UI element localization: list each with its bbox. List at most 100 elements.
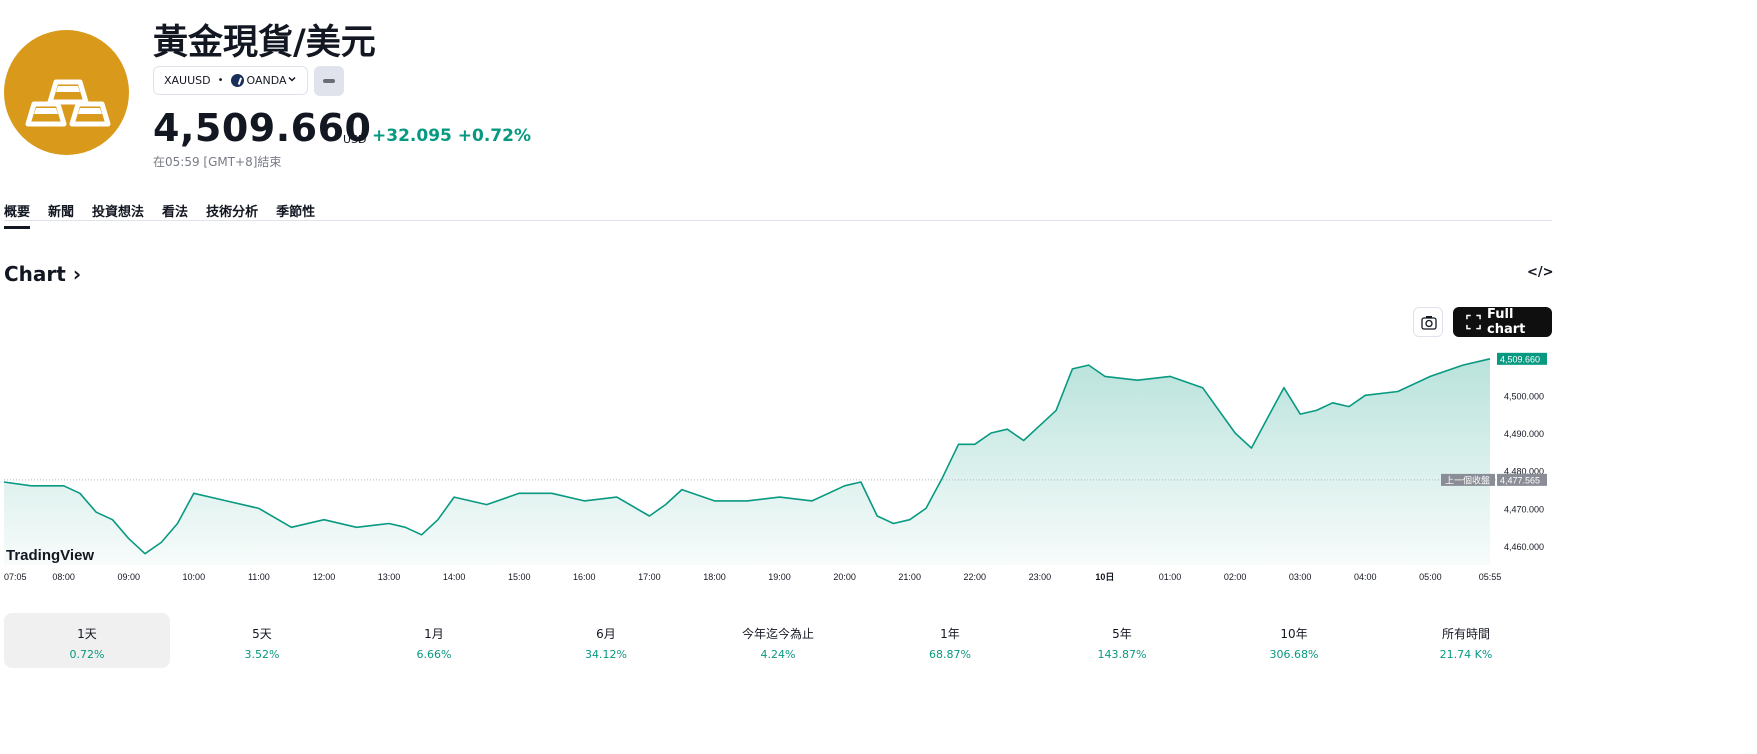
x-tick-label: 20:00 xyxy=(833,572,856,582)
period-label: 1月 xyxy=(424,627,444,641)
tab-bar: 概要 新聞 投資想法 看法 技術分析 季節性 xyxy=(4,201,315,229)
period-label: 今年迄今為止 xyxy=(741,627,814,641)
x-tick-label: 22:00 xyxy=(964,572,987,582)
period-value: 0.72% xyxy=(69,648,105,661)
screenshot-button[interactable] xyxy=(1413,307,1443,337)
y-tick-label: 4,480.000 xyxy=(1504,467,1544,477)
y-tick-label: 4,490.000 xyxy=(1504,429,1544,439)
period-value: 6.66% xyxy=(416,648,452,661)
market-close-note: 在05:59 [GMT+8]結束 xyxy=(153,155,282,169)
y-tick-label: 4,460.000 xyxy=(1504,542,1544,552)
last-price: 4,509.660 xyxy=(153,106,372,150)
x-tick-label: 18:00 xyxy=(703,572,726,582)
period-all[interactable]: 所有時間 21.74 K% xyxy=(1380,613,1552,668)
last-price-badge xyxy=(1497,352,1547,365)
x-tick-label: 10:00 xyxy=(183,572,206,582)
period-label: 1天 xyxy=(77,627,97,641)
x-tick-label: 07:05 xyxy=(4,572,27,582)
x-tick-label: 09:00 xyxy=(117,572,140,582)
previous-close-value-badge xyxy=(1497,473,1547,486)
period-label: 5年 xyxy=(1112,627,1132,641)
price-currency: USD xyxy=(343,133,367,146)
period-label: 1年 xyxy=(940,627,960,641)
x-tick-label: 17:00 xyxy=(638,572,661,582)
fullscreen-icon xyxy=(1466,314,1481,330)
x-tick-label: 01:00 xyxy=(1159,572,1182,582)
x-tick-label: 13:00 xyxy=(378,572,401,582)
period-value: 4.24% xyxy=(760,648,796,661)
period-value: 68.87% xyxy=(929,648,971,661)
y-tick-label: 4,470.000 xyxy=(1504,504,1544,514)
period-value: 21.74 K% xyxy=(1439,648,1493,661)
tab-overview[interactable]: 概要 xyxy=(4,201,31,229)
period-5y[interactable]: 5年 143.87% xyxy=(1036,613,1208,668)
previous-close-value: 4,477.565 xyxy=(1500,475,1540,485)
price-chart[interactable]: 4,460.000 4,470.000 4,480.000 4,490.000 4,50… xyxy=(0,340,1557,600)
price-area-fill xyxy=(4,358,1490,565)
period-label: 5天 xyxy=(252,627,272,641)
remove-watchlist-button[interactable] xyxy=(314,66,344,96)
period-value: 143.87% xyxy=(1097,648,1147,661)
previous-close-title: 上一個收盤 xyxy=(1445,474,1490,486)
gold-bars-logo xyxy=(4,30,129,155)
x-tick-label: 10日 xyxy=(1095,572,1114,582)
period-1m[interactable]: 1月 6.66% xyxy=(348,613,520,668)
x-tick-label: 08:00 xyxy=(52,572,75,582)
symbol-label: XAUUSD xyxy=(164,74,211,87)
embed-code-icon[interactable]: </> xyxy=(1527,265,1554,280)
period-ytd[interactable]: 今年迄今為止 4.24% xyxy=(692,613,864,668)
tab-opinions[interactable]: 看法 xyxy=(162,205,189,220)
symbol-separator: • xyxy=(217,75,224,86)
x-tick-label: 05:55 xyxy=(1479,572,1502,582)
period-label: 10年 xyxy=(1280,627,1308,641)
x-tick-label: 19:00 xyxy=(768,572,791,582)
x-tick-label: 23:00 xyxy=(1029,572,1052,582)
change-percent: +0.72% xyxy=(457,126,532,146)
previous-close-title-badge xyxy=(1441,473,1495,486)
period-performance-bar: 1天 0.72% 5天 3.52% 1月 6.66% 6月 34.12% 今年迄… xyxy=(4,613,1552,668)
x-tick-label: 15:00 xyxy=(508,572,531,582)
symbol-selector[interactable]: XAUUSD • OANDA xyxy=(153,66,308,95)
y-tick-label: 4,500.000 xyxy=(1504,391,1544,401)
change-value: +32.095 xyxy=(372,126,452,146)
period-6m[interactable]: 6月 34.12% xyxy=(520,613,692,668)
tabs-divider xyxy=(4,220,1552,221)
camera-icon xyxy=(1421,316,1437,330)
last-price-label: 4,509.660 xyxy=(1500,354,1540,364)
period-value: 3.52% xyxy=(244,648,280,661)
price-change: +32.095 +0.72% xyxy=(372,126,531,146)
full-chart-label: Full chart xyxy=(1487,307,1526,337)
gold-bars-icon xyxy=(25,79,111,127)
page-title: 黃金現貨/美元 xyxy=(153,23,376,63)
period-10y[interactable]: 10年 306.68% xyxy=(1208,613,1380,668)
chevron-down-icon xyxy=(287,74,297,87)
x-tick-label: 16:00 xyxy=(573,572,596,582)
x-tick-label: 11:00 xyxy=(248,572,270,582)
tab-seasonals[interactable]: 季節性 xyxy=(276,205,316,220)
exchange-label: OANDA xyxy=(246,74,287,87)
chevron-right-icon: › xyxy=(72,262,82,286)
x-tick-label: 03:00 xyxy=(1289,572,1312,582)
x-tick-label: 04:00 xyxy=(1354,572,1377,582)
tab-technicals[interactable]: 技術分析 xyxy=(206,205,259,220)
period-1y[interactable]: 1年 68.87% xyxy=(864,613,1036,668)
tradingview-watermark: TradingView xyxy=(6,547,94,564)
chart-section-link[interactable]: Chart › xyxy=(4,262,81,286)
x-tick-label: 21:00 xyxy=(898,572,921,582)
price-series-line xyxy=(3,358,1491,555)
chart-heading-text: Chart xyxy=(4,262,66,286)
period-label: 6月 xyxy=(596,627,616,641)
period-value: 306.68% xyxy=(1269,648,1319,661)
x-tick-label: 12:00 xyxy=(313,572,336,582)
tab-news[interactable]: 新聞 xyxy=(48,205,75,220)
x-tick-label: 02:00 xyxy=(1224,572,1247,582)
period-1d[interactable]: 1天 0.72% xyxy=(4,613,170,668)
minus-icon xyxy=(323,79,335,83)
oanda-icon xyxy=(230,74,244,87)
x-tick-label: 14:00 xyxy=(443,572,466,582)
period-value: 34.12% xyxy=(585,648,627,661)
x-tick-label: 05:00 xyxy=(1419,572,1442,582)
full-chart-button[interactable]: Full chart xyxy=(1453,307,1552,337)
period-5d[interactable]: 5天 3.52% xyxy=(176,613,348,668)
tab-ideas[interactable]: 投資想法 xyxy=(92,205,145,220)
